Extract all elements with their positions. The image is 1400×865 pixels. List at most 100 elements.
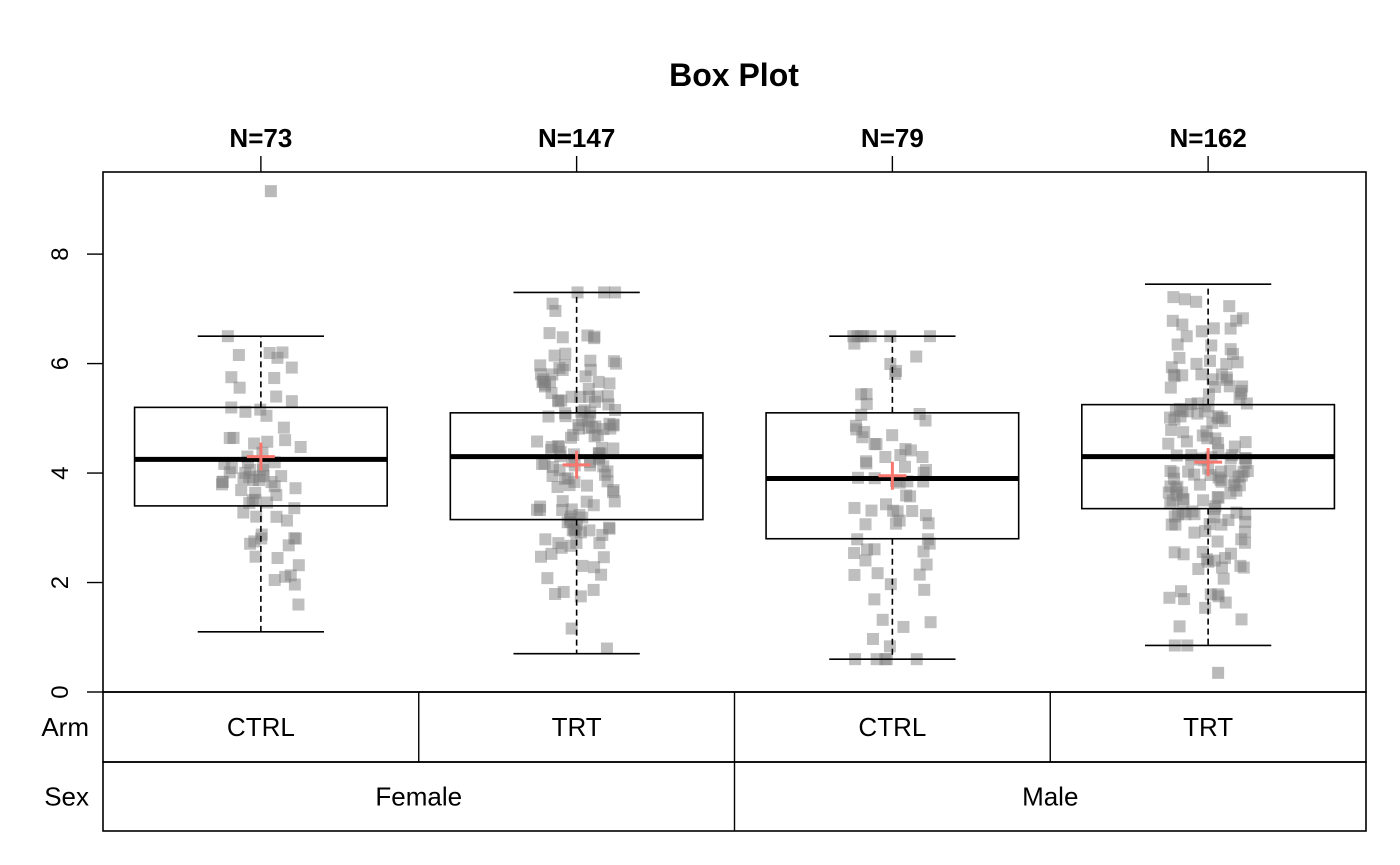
data-point bbox=[541, 572, 554, 585]
data-point bbox=[1217, 572, 1230, 585]
data-point bbox=[270, 510, 283, 523]
data-point bbox=[1180, 330, 1193, 343]
data-point bbox=[848, 568, 861, 581]
data-point bbox=[1240, 397, 1253, 410]
data-point bbox=[235, 484, 248, 497]
data-point bbox=[1208, 554, 1221, 567]
data-point bbox=[275, 470, 288, 483]
sex-label: Female bbox=[375, 782, 462, 812]
data-point bbox=[899, 443, 912, 456]
data-point bbox=[884, 578, 897, 591]
data-point bbox=[1192, 563, 1205, 576]
data-point bbox=[1166, 314, 1179, 327]
data-point bbox=[227, 431, 240, 444]
data-point bbox=[232, 349, 245, 362]
data-point bbox=[607, 442, 620, 455]
data-point bbox=[1204, 468, 1217, 481]
n-label: N=79 bbox=[861, 123, 924, 153]
data-point bbox=[879, 451, 892, 464]
data-point bbox=[584, 363, 597, 376]
data-point bbox=[597, 551, 610, 564]
n-labels: N=73 N=147 N=79 N=162 bbox=[229, 123, 1247, 172]
data-point bbox=[247, 474, 260, 487]
data-point bbox=[860, 457, 873, 470]
arm-label: CTRL bbox=[227, 712, 295, 742]
data-point bbox=[248, 437, 261, 450]
data-point bbox=[1200, 425, 1213, 438]
data-point bbox=[556, 495, 569, 508]
data-point bbox=[848, 547, 861, 560]
data-point bbox=[285, 361, 298, 374]
data-point bbox=[1166, 494, 1179, 507]
data-point bbox=[271, 551, 284, 564]
data-point bbox=[1179, 508, 1192, 521]
data-point bbox=[233, 381, 246, 394]
data-point bbox=[1236, 380, 1249, 393]
data-point bbox=[870, 438, 883, 451]
data-point bbox=[288, 502, 301, 515]
data-point bbox=[1167, 368, 1180, 381]
data-point bbox=[856, 431, 869, 444]
data-point bbox=[1188, 526, 1201, 539]
arm-label: CTRL bbox=[858, 712, 926, 742]
data-point bbox=[1193, 478, 1206, 491]
data-point bbox=[1203, 354, 1216, 367]
data-point bbox=[607, 355, 620, 368]
data-point bbox=[860, 397, 873, 410]
data-point bbox=[268, 574, 281, 587]
box bbox=[133, 406, 388, 507]
data-point bbox=[588, 561, 601, 574]
data-point bbox=[1190, 295, 1203, 308]
data-point bbox=[558, 359, 571, 372]
data-point bbox=[855, 408, 868, 421]
data-point bbox=[1239, 536, 1252, 549]
data-point bbox=[536, 375, 549, 388]
data-point bbox=[559, 472, 572, 485]
data-point bbox=[1230, 314, 1243, 327]
data-point bbox=[1202, 388, 1215, 401]
y-tick-label: 8 bbox=[47, 247, 74, 260]
data-point bbox=[581, 479, 594, 492]
data-point bbox=[1224, 343, 1237, 356]
data-point bbox=[609, 403, 622, 416]
data-point bbox=[1239, 508, 1252, 521]
data-point bbox=[859, 554, 872, 567]
data-point bbox=[1163, 591, 1176, 604]
data-point bbox=[607, 419, 620, 432]
data-point bbox=[897, 620, 910, 633]
data-point bbox=[1190, 357, 1203, 370]
data-point bbox=[920, 558, 933, 571]
data-point bbox=[289, 532, 302, 545]
data-point bbox=[1205, 339, 1218, 352]
data-point bbox=[546, 368, 559, 381]
sex-label: Male bbox=[1022, 782, 1078, 812]
data-point bbox=[1207, 322, 1220, 335]
data-point bbox=[1165, 423, 1178, 436]
data-point bbox=[1218, 552, 1231, 565]
data-point bbox=[898, 460, 911, 473]
data-point bbox=[279, 570, 292, 583]
data-point bbox=[292, 598, 305, 611]
data-point bbox=[557, 585, 570, 598]
data-point bbox=[1167, 291, 1180, 304]
data-point bbox=[603, 377, 616, 390]
box bbox=[765, 412, 1020, 540]
arm-label: TRT bbox=[1183, 712, 1233, 742]
data-point bbox=[601, 390, 614, 403]
data-point bbox=[1169, 518, 1182, 531]
data-point bbox=[1195, 368, 1208, 381]
outlier-point bbox=[1212, 666, 1225, 679]
data-point bbox=[255, 528, 268, 541]
data-point bbox=[261, 496, 274, 509]
data-point bbox=[918, 583, 931, 596]
data-point bbox=[1211, 437, 1224, 450]
data-point bbox=[581, 329, 594, 342]
data-point bbox=[859, 518, 872, 531]
y-tick-label: 2 bbox=[47, 576, 74, 589]
data-point bbox=[910, 350, 923, 363]
sex-row-label: Sex bbox=[44, 782, 89, 812]
data-point bbox=[917, 545, 930, 558]
data-point bbox=[559, 410, 572, 423]
data-point bbox=[254, 403, 267, 416]
data-point bbox=[1218, 415, 1231, 428]
